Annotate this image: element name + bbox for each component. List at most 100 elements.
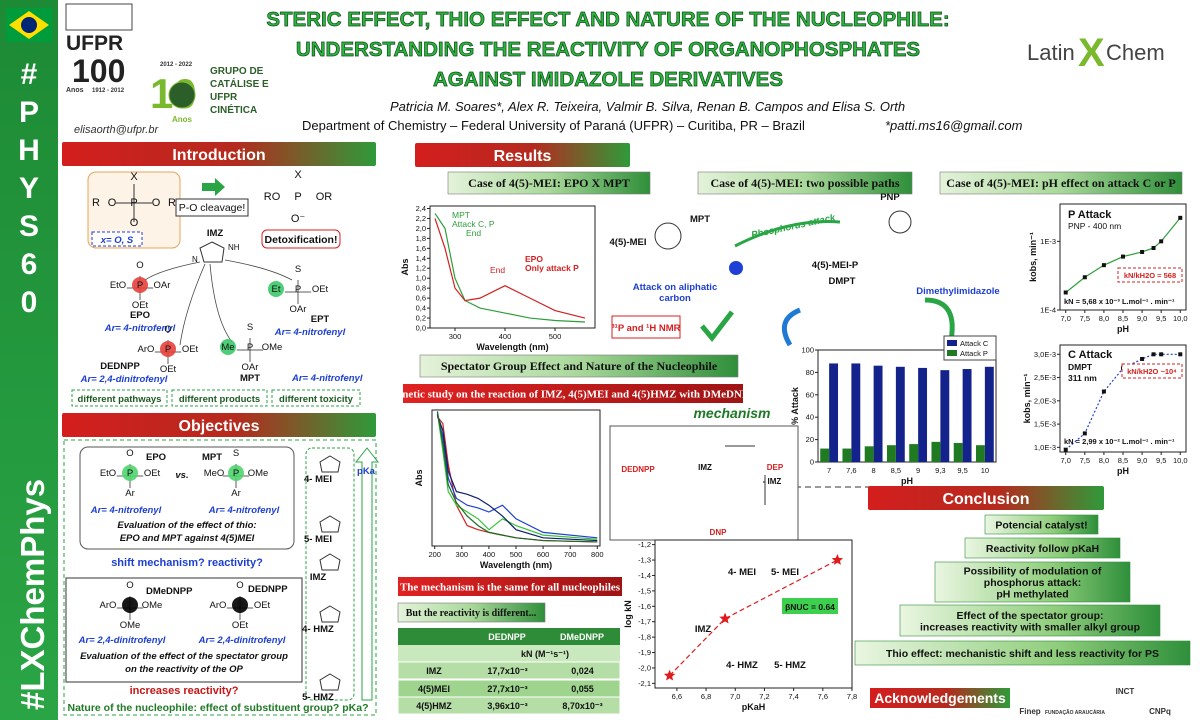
section-banner	[62, 413, 376, 437]
side: #LXChemPhys	[14, 479, 51, 710]
ann: EPO	[525, 254, 543, 264]
conclusion-box	[854, 640, 1191, 666]
x-tick-label: 10	[981, 466, 989, 475]
atom: OEt	[312, 284, 329, 295]
atom: OMe	[262, 342, 283, 353]
section-banner	[870, 688, 1010, 708]
atom: X	[294, 169, 302, 181]
chart: 1,0E-3 1,5E-3 2,0E-3 2,5E-3 3,0E-3 7,0 7,5 8,0 8…	[1022, 344, 1188, 476]
banner: Introduction	[172, 147, 265, 164]
tag-box	[71, 389, 168, 407]
atom-highlight	[132, 277, 148, 293]
y-tick-label: 1E-4	[1040, 306, 1056, 315]
atom: OR	[316, 191, 333, 203]
y-tick-label: -1,8	[638, 633, 651, 642]
flag-globe	[21, 17, 37, 33]
point	[1082, 275, 1087, 280]
atom: ArO	[210, 600, 227, 611]
atom: different pathways	[78, 394, 162, 405]
ring-n	[729, 261, 743, 275]
ann: P Attack	[1068, 209, 1112, 221]
atom: Ar	[125, 488, 135, 499]
atom: Me	[221, 342, 234, 353]
ar: Ar= 2,4-dinitrofenyl	[78, 635, 166, 646]
plot-frame	[431, 409, 601, 547]
atom-highlight	[228, 465, 244, 481]
point	[663, 669, 676, 681]
checkmark	[700, 310, 734, 342]
atom: R	[168, 197, 176, 209]
x-tick-label: 9,0	[1137, 314, 1147, 323]
x-tick-label: 7,0	[1061, 314, 1071, 323]
cname: DMPT	[829, 276, 856, 287]
x-tick-label: 7,5	[1080, 456, 1090, 465]
cname: carbon	[659, 293, 691, 304]
cname: ³¹P and ¹H NMR	[612, 323, 681, 334]
table-row	[397, 661, 621, 680]
series-line	[436, 412, 598, 540]
group-logo-ball	[168, 81, 196, 109]
bar	[895, 366, 905, 462]
atom: O	[126, 448, 133, 459]
x-axis-label: pKaH	[742, 702, 766, 712]
y-tick-label: 1,0	[416, 274, 426, 283]
bar	[962, 369, 972, 462]
atom: S	[247, 322, 253, 333]
atom: O	[136, 260, 143, 271]
atom-highlight	[160, 341, 176, 357]
concl: increases reactivity with smaller alkyl …	[920, 621, 1140, 633]
logo: INCT	[1116, 687, 1135, 696]
atom: P	[165, 344, 171, 355]
subsection-header	[447, 171, 651, 195]
table-header	[398, 628, 620, 645]
ar: Ar= 4-nitrofenyl	[104, 323, 176, 334]
note: Phosphorus attack	[750, 212, 837, 241]
note: EPO and MPT against 4(5)MEI	[120, 533, 255, 544]
point	[1063, 447, 1068, 452]
y-axis-label: kobs, min⁻¹	[1022, 374, 1032, 424]
bar	[940, 370, 950, 462]
objectives-frame	[63, 439, 377, 716]
banner: Objectives	[179, 418, 260, 435]
x-tick-label: 400	[483, 550, 496, 559]
atom: OEt	[144, 468, 161, 479]
cname: 4- MEI	[304, 474, 332, 485]
cname: 4(5)-MEI-P	[812, 260, 859, 271]
x-tick-label: 7,6	[846, 466, 856, 475]
legend-swatch	[947, 350, 957, 356]
note: on the reactivity of the OP	[125, 664, 243, 675]
x-tick-label: 300	[456, 550, 469, 559]
legend-label: Attack C	[960, 339, 989, 348]
x-tick-label: 7,0	[730, 692, 740, 701]
imidazole-ring	[319, 455, 341, 473]
atom: RO	[264, 191, 281, 203]
ann: DMPT	[1068, 362, 1093, 372]
cname: PNP	[880, 192, 900, 203]
x-tick-label: 7,8	[847, 692, 857, 701]
y-tick-label: -1,2	[638, 540, 651, 549]
reaction-arrow	[179, 263, 206, 346]
ar: Ar= 4-nitrofenyl	[90, 505, 162, 516]
y-tick-label: 0	[810, 458, 814, 467]
atom: O	[236, 580, 243, 591]
ar: Ar= 2,4-dinitrofenyl	[198, 635, 286, 646]
cell: 27,7x10⁻³	[487, 684, 527, 694]
reaction-arrow	[209, 263, 233, 343]
x-tick-label: 400	[499, 332, 512, 341]
subsection-header	[939, 171, 1183, 195]
x-tick-label: 500	[549, 332, 562, 341]
imidazole-ring	[319, 605, 341, 623]
x-tick-label: 600	[537, 550, 550, 559]
note: vs.	[175, 470, 188, 481]
logo: Finep	[1019, 707, 1040, 716]
plot-frame	[1059, 344, 1187, 453]
ar: Ar= 4-nitrofenyl	[291, 373, 363, 384]
atom-highlight	[122, 465, 138, 481]
series-line	[434, 218, 586, 319]
bar	[909, 444, 919, 462]
atom: X	[130, 171, 138, 183]
x-tick-label: 300	[449, 332, 462, 341]
x-tick-label: 6,6	[672, 692, 682, 701]
y-tick-label: 80	[806, 368, 814, 377]
conclusion-box	[899, 604, 1161, 637]
